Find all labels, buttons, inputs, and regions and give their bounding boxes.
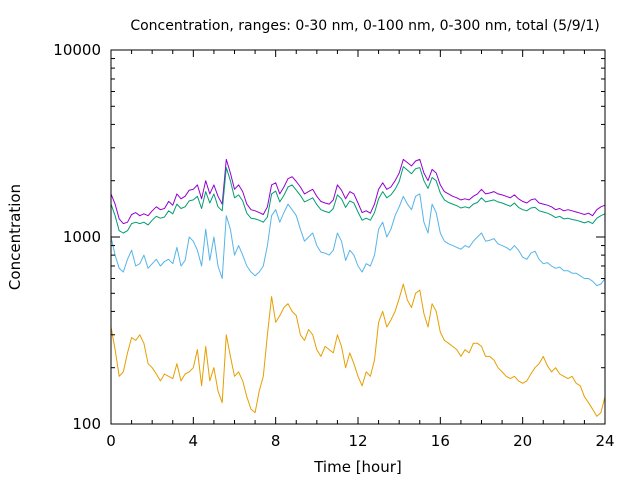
series-0-300nm-line (110, 166, 606, 234)
x-tick-label: 16 (431, 432, 450, 450)
x-tick-label: 8 (271, 432, 281, 450)
y-axis-label: Concentration (6, 184, 24, 290)
x-tick-label: 0 (106, 432, 116, 450)
y-tick-label: 10000 (53, 41, 101, 59)
y-tick-label: 1000 (63, 228, 101, 246)
x-tick-label: 12 (348, 432, 367, 450)
x-axis-label: Time [hour] (313, 458, 402, 476)
series-0-30nm-line (110, 283, 606, 417)
y-tick-label: 100 (72, 415, 101, 433)
chart-title: Concentration, ranges: 0-30 nm, 0-100 nm… (130, 18, 599, 34)
x-tick-label: 4 (189, 432, 199, 450)
x-tick-label: 24 (595, 432, 614, 450)
x-tick-label: 20 (513, 432, 532, 450)
y-axis: 100 1000 10000 (53, 41, 605, 433)
x-axis: 0 4 8 12 16 20 24 (106, 50, 615, 450)
series-total-line (110, 158, 606, 225)
series-0-100nm-line (110, 193, 606, 287)
series-layer (110, 158, 606, 417)
